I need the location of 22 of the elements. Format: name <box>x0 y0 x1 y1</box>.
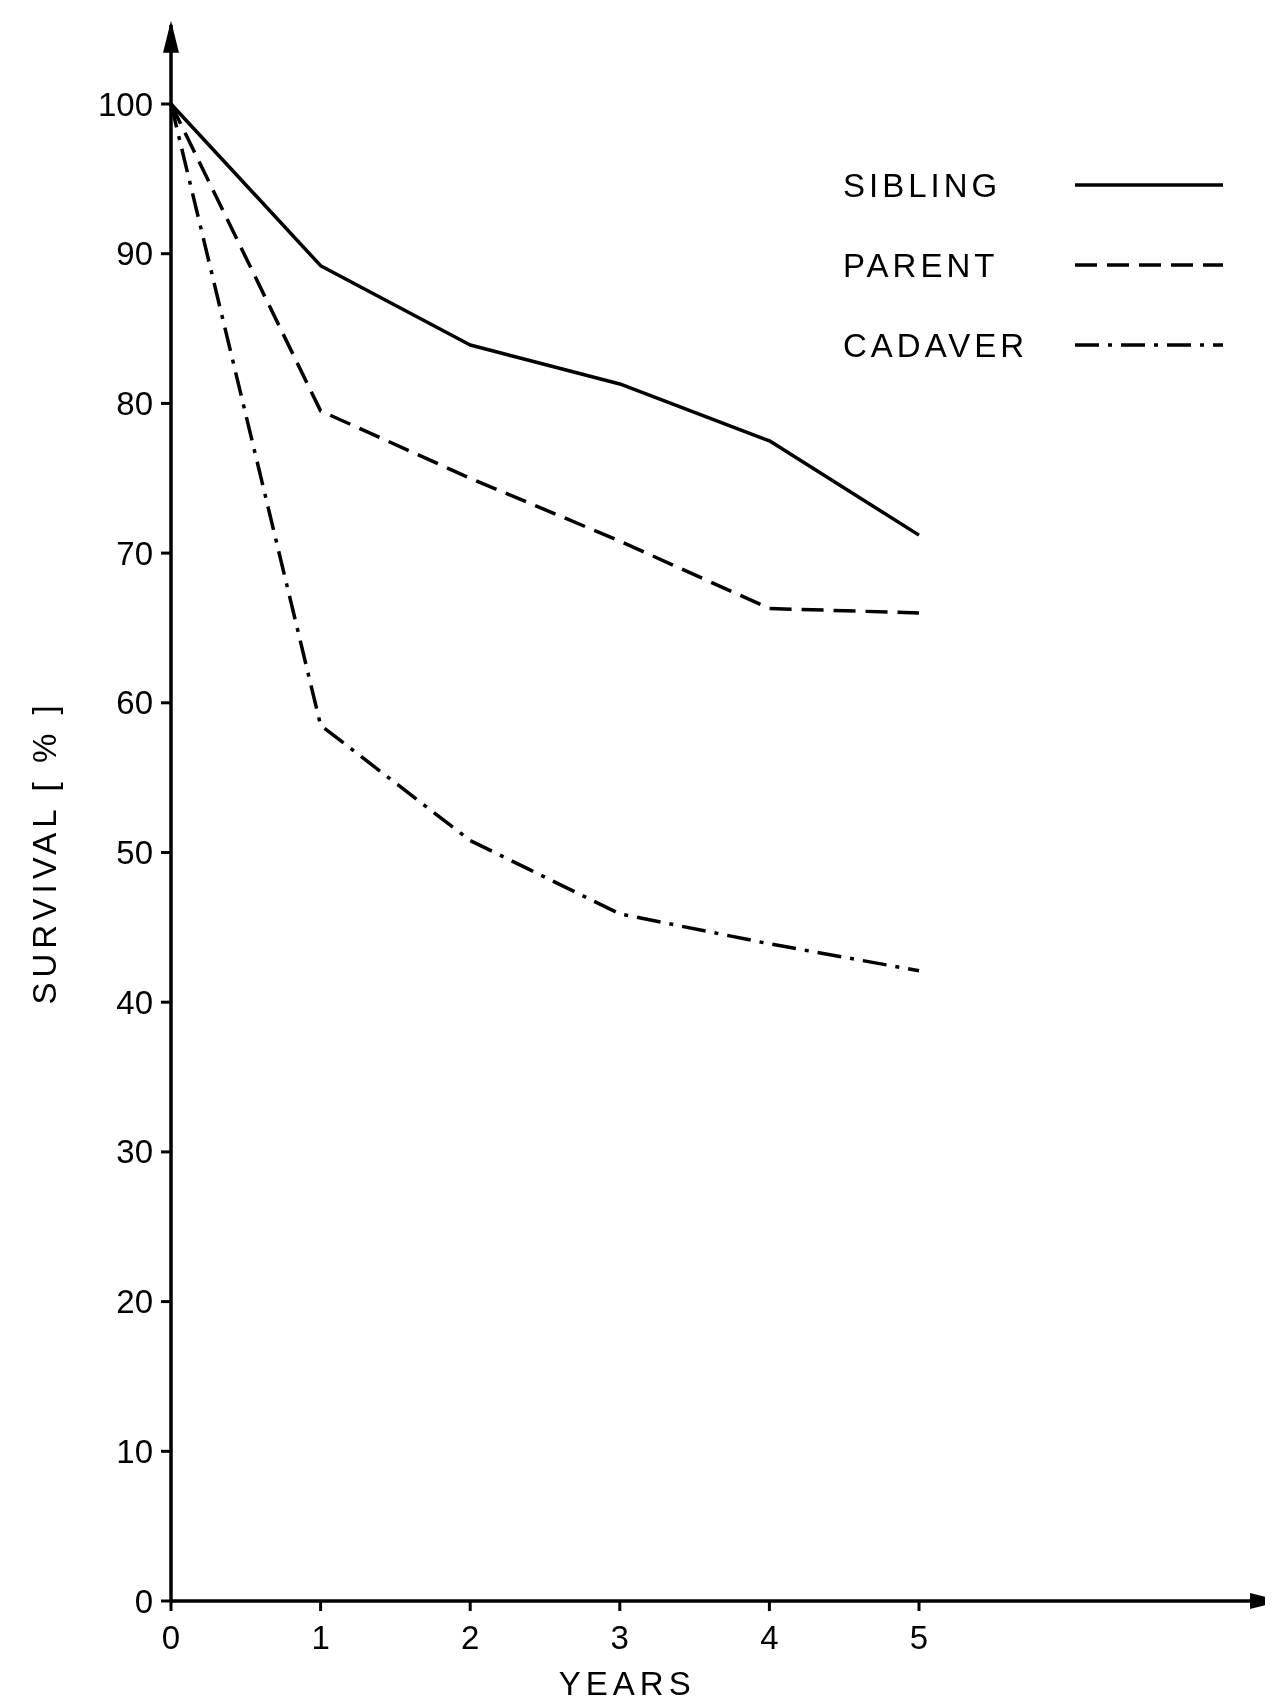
x-tick-label: 3 <box>610 1619 629 1656</box>
y-tick-label: 50 <box>116 834 153 872</box>
y-tick-label: 70 <box>116 534 153 572</box>
x-axis-title: YEARS <box>558 1665 696 1702</box>
x-tick-label: 5 <box>909 1619 929 1656</box>
x-tick-label: 1 <box>311 1619 330 1656</box>
x-tick-label: 4 <box>760 1619 779 1656</box>
y-axis-title: SURVIVAL [ % ] <box>26 700 63 1005</box>
y-tick-label: 20 <box>116 1283 153 1321</box>
y-tick-label: 60 <box>116 684 153 722</box>
y-tick-label: 0 <box>134 1582 153 1620</box>
legend-label: CADAVER <box>843 326 1029 364</box>
x-tick-label: 2 <box>461 1619 480 1656</box>
legend-label: PARENT <box>843 246 999 284</box>
x-tick-label: 0 <box>161 1619 181 1656</box>
y-tick-label: 10 <box>116 1432 153 1470</box>
y-tick-label: 90 <box>116 235 153 273</box>
y-tick-label: 30 <box>116 1133 153 1171</box>
y-tick-label: 40 <box>116 983 153 1021</box>
y-tick-label: 80 <box>116 384 153 422</box>
y-tick-label: 100 <box>97 85 153 123</box>
legend-label: SIBLING <box>843 166 1002 204</box>
